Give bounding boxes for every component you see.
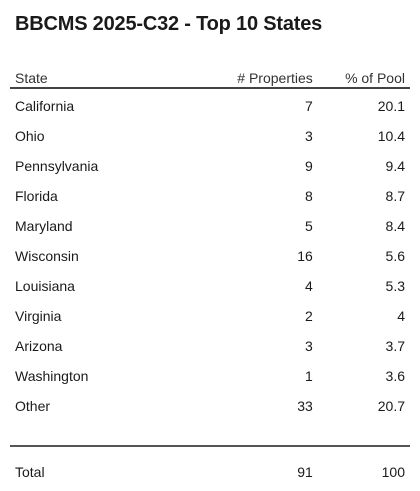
table-row: Washington 1 3.6 bbox=[10, 361, 410, 391]
state-cell: Virginia bbox=[15, 308, 62, 324]
properties-cell: 5 bbox=[304, 218, 313, 234]
table-row: Other 33 20.7 bbox=[10, 391, 410, 421]
pct-cell: 20.7 bbox=[377, 398, 405, 414]
properties-cell: 8 bbox=[304, 188, 313, 204]
pct-cell: 10.4 bbox=[377, 128, 405, 144]
properties-cell: 2 bbox=[304, 308, 313, 324]
state-cell: Louisiana bbox=[15, 278, 75, 294]
state-cell: Wisconsin bbox=[15, 248, 79, 264]
state-cell: California bbox=[15, 98, 75, 114]
state-cell: Other bbox=[15, 398, 51, 414]
pct-cell: 9.4 bbox=[385, 158, 405, 174]
total-properties: 91 bbox=[297, 464, 313, 480]
properties-cell: 9 bbox=[304, 158, 313, 174]
state-cell: Pennsylvania bbox=[15, 158, 99, 174]
column-header-pct-of-pool: % of Pool bbox=[317, 64, 410, 89]
table-row: California 7 20.1 bbox=[10, 88, 410, 121]
states-table: State # Properties % of Pool California 7… bbox=[10, 64, 410, 491]
pct-cell: 8.4 bbox=[385, 218, 405, 234]
table-row: Wisconsin 16 5.6 bbox=[10, 241, 410, 271]
state-cell: Washington bbox=[15, 368, 89, 384]
state-cell: Maryland bbox=[15, 218, 73, 234]
table-row: Maryland 5 8.4 bbox=[10, 211, 410, 241]
pct-cell: 3.6 bbox=[385, 368, 405, 384]
column-header-state: State bbox=[10, 64, 205, 89]
total-divider bbox=[10, 421, 410, 447]
total-row: Total 91 100 bbox=[10, 446, 410, 491]
properties-cell: 3 bbox=[304, 338, 313, 354]
state-cell: Ohio bbox=[15, 128, 45, 144]
pct-cell: 4 bbox=[397, 308, 405, 324]
table-row: Ohio 3 10.4 bbox=[10, 121, 410, 151]
state-cell: Florida bbox=[15, 188, 58, 204]
properties-cell: 16 bbox=[297, 248, 313, 264]
pct-cell: 20.1 bbox=[377, 98, 405, 114]
table-row: Louisiana 4 5.3 bbox=[10, 271, 410, 301]
table-row: Pennsylvania 9 9.4 bbox=[10, 151, 410, 181]
properties-cell: 3 bbox=[304, 128, 313, 144]
pct-cell: 3.7 bbox=[385, 338, 405, 354]
pct-cell: 5.3 bbox=[385, 278, 405, 294]
chart-title: BBCMS 2025-C32 - Top 10 States bbox=[15, 13, 323, 35]
pct-cell: 8.7 bbox=[385, 188, 405, 204]
properties-cell: 7 bbox=[304, 98, 313, 114]
pct-cell: 5.6 bbox=[385, 248, 405, 264]
total-label: Total bbox=[15, 464, 45, 480]
properties-cell: 1 bbox=[304, 368, 313, 384]
table-row: Arizona 3 3.7 bbox=[10, 331, 410, 361]
state-cell: Arizona bbox=[15, 338, 63, 354]
column-header-properties: # Properties bbox=[204, 64, 318, 89]
table-row: Florida 8 8.7 bbox=[10, 181, 410, 211]
properties-cell: 33 bbox=[297, 398, 313, 414]
header-row: State # Properties % of Pool bbox=[10, 64, 410, 89]
properties-cell: 4 bbox=[304, 278, 313, 294]
total-pct: 100 bbox=[381, 464, 405, 480]
table-row: Virginia 2 4 bbox=[10, 301, 410, 331]
